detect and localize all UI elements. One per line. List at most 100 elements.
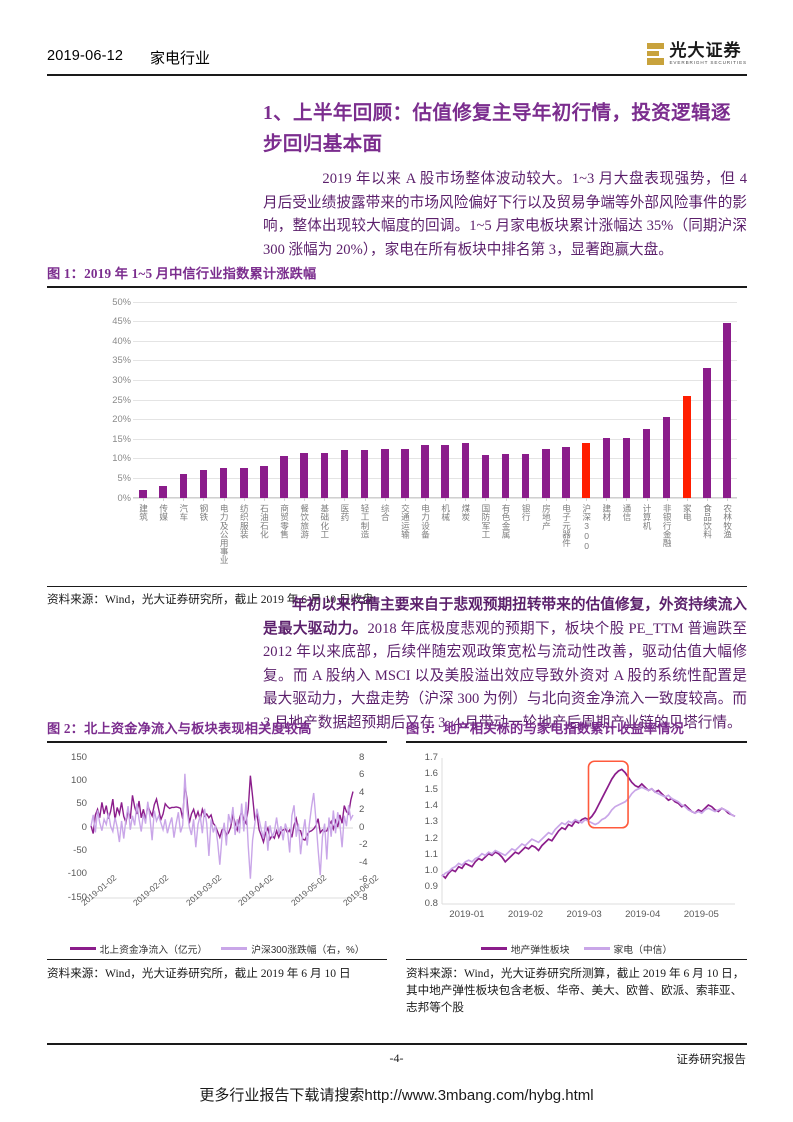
figure-1-x-label: 国防军工: [475, 504, 495, 584]
logo-text: 光大证券 EVERBRIGHT SECURITIES: [669, 42, 747, 66]
figure-3-legend-swatch: [480, 947, 507, 951]
figure-1-bar-column: [274, 302, 294, 501]
figure-1-x-tick: [284, 497, 286, 501]
figure-2-y2-tick: -2: [359, 839, 368, 851]
figure-1-gridline: [133, 399, 737, 401]
figure-2-y1-tick: -50: [73, 844, 87, 856]
figure-1-x-label: 非银行金融: [657, 504, 677, 584]
figure-1-bar-column: [637, 302, 657, 501]
figure-1-x-label-text: 电子元器件: [561, 503, 572, 547]
figure-1-bar-column: [677, 302, 697, 501]
figure-1-x-tick: [364, 497, 366, 501]
figure-1-x-label-text: 计算机: [642, 503, 653, 530]
figure-3-legend: 地产弹性板块 家电（中信）: [406, 942, 747, 956]
figure-1-x-label-text: 建筑: [138, 503, 149, 521]
figure-1-bar: [703, 368, 711, 498]
figure-1-y-tick-label: 50%: [112, 295, 131, 307]
figure-1-x-label-text: 有色金属: [501, 503, 512, 538]
figure-1-x-label: 交通运输: [395, 504, 415, 584]
figure-1-x-label-text: 轻工制造: [360, 503, 371, 538]
figure-1-x-label: 银行: [516, 504, 536, 584]
figure-1-bar-column: [616, 302, 636, 501]
figure-1-x-label: 汽车: [173, 504, 193, 584]
figure-3-svg: [441, 757, 736, 905]
figure-1-bar-column: [334, 302, 354, 501]
figure-2-y2-tick: 4: [359, 786, 365, 798]
figure-1-bar-column: [133, 302, 153, 501]
figure-1-x-label: 纺织服装: [234, 504, 254, 584]
figure-3-legend-item: 家电（中信）: [583, 942, 672, 956]
figure-3-x-tick: 2019-03: [566, 908, 602, 920]
figure-2-legend-item: 北上资金净流入（亿元）: [69, 942, 207, 956]
figure-3-legend-swatch: [583, 947, 610, 951]
figure-1-y-tick-label: 40%: [112, 334, 131, 346]
figure-1-x-label-text: 交通运输: [400, 503, 411, 538]
figure-1-bar: [300, 452, 308, 498]
footer-promo: 更多行业报告下载请搜索http://www.3mbang.com/hybg.ht…: [199, 1087, 594, 1104]
figure-1-x-label: 计算机: [637, 504, 657, 584]
figure-1-gridline: [133, 379, 737, 381]
figure-1-gridline: [133, 419, 737, 421]
figure-1-x-label: 钢铁: [193, 504, 213, 584]
figure-1-x-label: 石油石化: [254, 504, 274, 584]
figure-1-gridline: [133, 301, 737, 303]
figure-3-x-tick: 2019-02: [507, 908, 544, 920]
figure-1-x-label-text: 综合: [380, 503, 391, 521]
figure-3-source-wrap: 资料来源：Wind，光大证券研究所测算，截止 2019 年 6 月 10 日，其…: [406, 958, 747, 1016]
figure-1-bar: [683, 395, 691, 498]
everbright-logo: 光大证券 EVERBRIGHT SECURITIES: [647, 38, 747, 70]
figure-1-bar: [280, 456, 288, 498]
figure-3-x-tick: 2019-05: [683, 908, 719, 920]
figure-3-legend-label: 地产弹性板块: [510, 944, 570, 956]
figure-3-x-tick: 2019-04: [625, 908, 661, 920]
figure-1-x-tick: [304, 497, 306, 501]
figure-1-bar: [602, 438, 611, 498]
figure-1-x-label: 建材: [596, 504, 616, 584]
figure-1-x-tick: [686, 497, 688, 501]
figure-1-bar-column: [556, 302, 576, 501]
figure-3-y-tick: 1.0: [424, 865, 438, 877]
figure-1-bar-column: [153, 302, 173, 501]
figure-1-bar-column: [355, 302, 375, 501]
figure-1-x-label-text: 通信: [621, 503, 632, 521]
figure-1-x-tick: [545, 497, 547, 501]
paragraph-2-lead: 年初以来行情主要来自于悲观预期扭转带来的估值修复，外资持续流入是最大驱动力。: [263, 597, 747, 637]
figure-1-bar: [240, 468, 248, 498]
figure-2-legend: 北上资金净流入（亿元） 沪深300涨跌幅（右，%）: [47, 942, 387, 956]
figure-1-x-label: 食品饮料: [697, 504, 717, 584]
figure-3-y-tick: 1.2: [424, 832, 438, 844]
figure-1-y-tick-label: 20%: [112, 413, 131, 425]
figure-3-y-tick: 1.1: [424, 848, 438, 860]
figure-3-x-tick: 2019-01: [449, 908, 485, 920]
figure-1-x-label: 房地产: [536, 504, 556, 584]
figure-1-x-label: 家电: [677, 504, 697, 584]
figure-1-x-tick: [223, 497, 225, 501]
figure-1-x-label: 农林牧渔: [717, 504, 737, 584]
figure-1-bar-column: [234, 302, 254, 501]
figure-1-x-label-text: 建材: [601, 503, 612, 521]
figure-1-y-tick-label: 10%: [112, 452, 131, 464]
figure-1-x-tick: [727, 497, 729, 501]
figure-1-x-label-text: 电力及公用事业: [219, 503, 230, 564]
header-divider: [47, 74, 747, 76]
industry-label: 家电行业: [150, 50, 211, 67]
figure-3-y-tick: 0.8: [424, 897, 438, 909]
figure-1-x-tick: [566, 497, 568, 501]
figure-1-title: 图 1：2019 年 1~5 月中信行业指数累计涨跌幅: [47, 266, 317, 281]
figure-1-x-label: 餐饮旅游: [294, 504, 314, 584]
figure-1-bar: [199, 470, 208, 498]
figure-1-y-tick-label: 15%: [112, 432, 131, 444]
figure-3: 图 3：地产相关标的与家电指数累计收益率情况 1.7 1.6 1.5 1.4 1.3 1.…: [406, 718, 747, 1016]
figure-1-x-label: 有色金属: [496, 504, 516, 584]
figure-1-x-label-text: 银行: [521, 503, 532, 521]
figure-1-x-label: 轻工制造: [355, 504, 375, 584]
figure-2: 图 2：北上资金净流入与板块表现相关度较高 150 100 50 0 -50 -100 -1…: [47, 718, 387, 982]
figure-1-y-tick-label: 0%: [117, 491, 131, 503]
figure-1-bar: [360, 449, 369, 498]
figure-1-bar-column: [536, 302, 556, 501]
figure-1-x-tick: [646, 497, 648, 501]
figure-1-bar-column: [294, 302, 314, 501]
figure-1-bar: [582, 442, 590, 498]
body-paragraph-1: 2019 年以来 A 股市场整体波动较大。1~3 月大盘表现强势，但 4 月后受…: [263, 171, 747, 258]
